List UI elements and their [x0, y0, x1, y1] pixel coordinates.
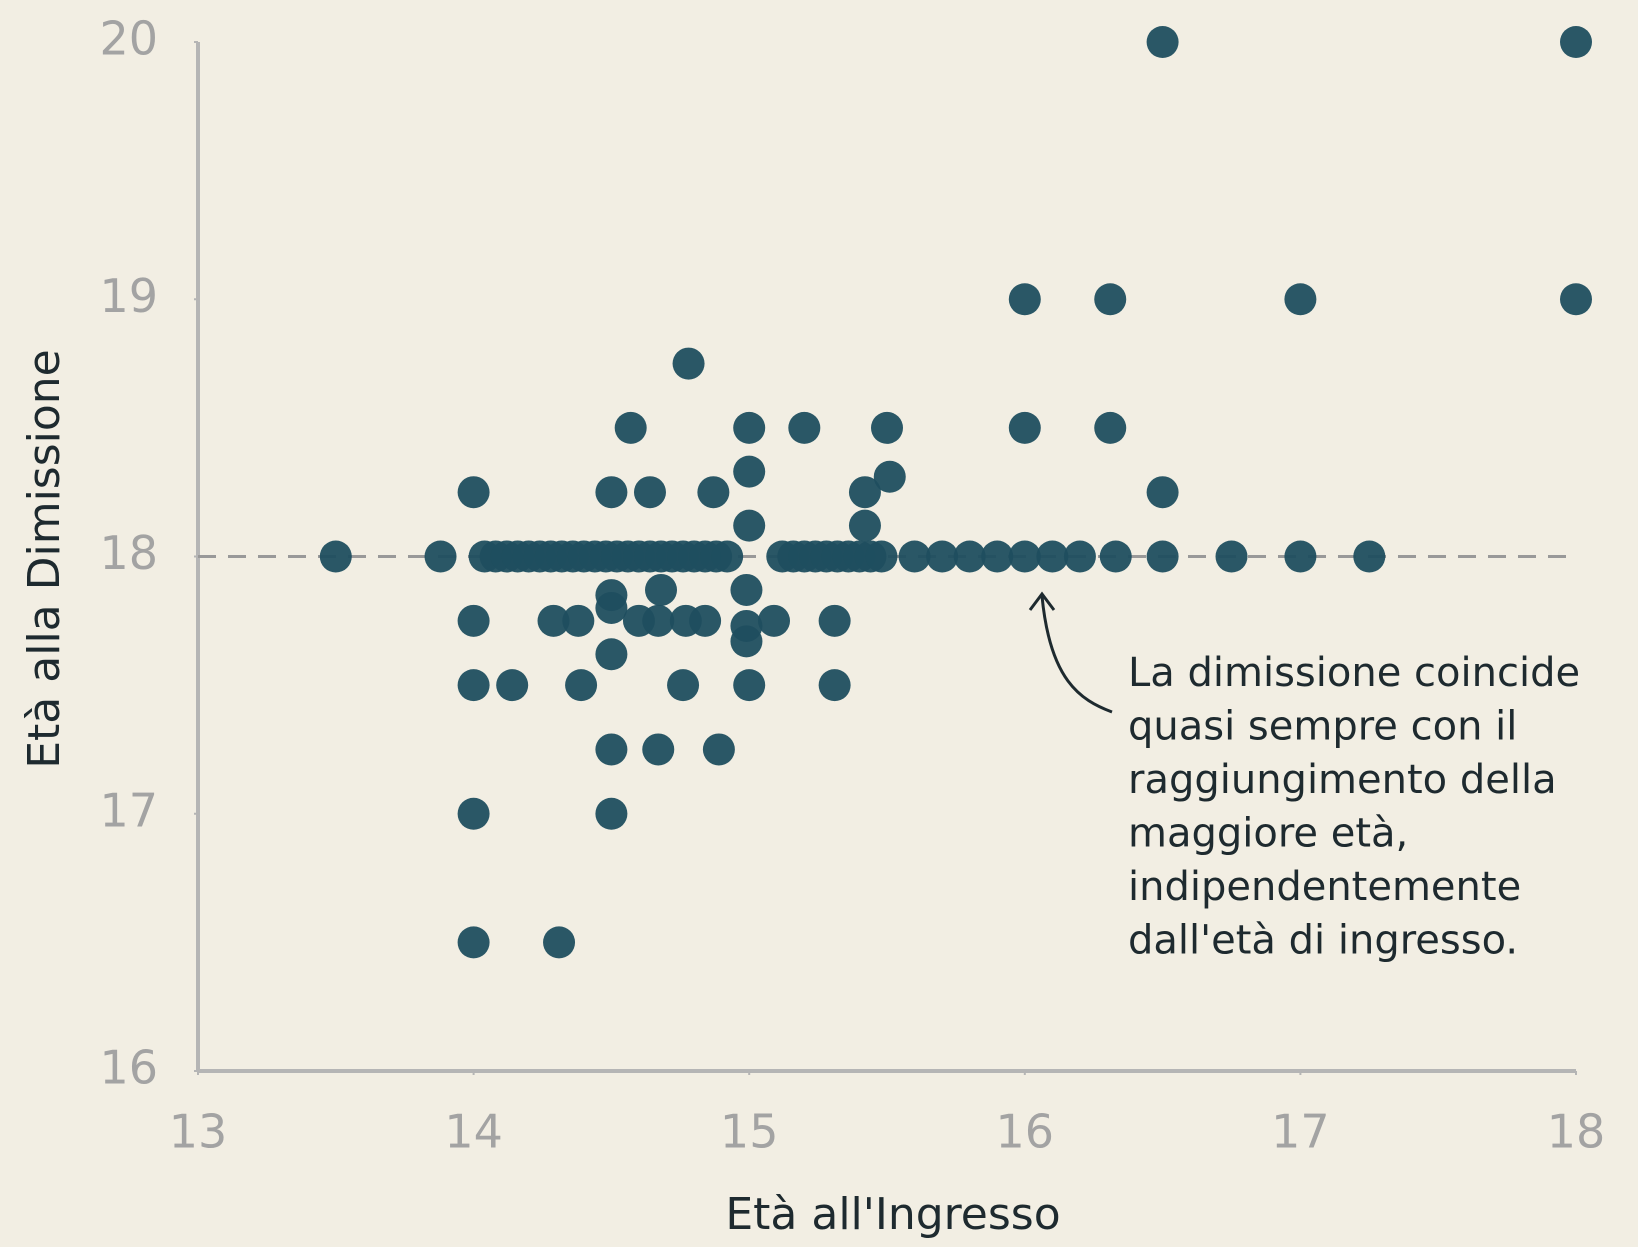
point [1284, 540, 1317, 573]
point [1353, 540, 1386, 573]
point [1560, 26, 1592, 58]
point [848, 476, 881, 509]
point [457, 604, 490, 637]
point [873, 460, 906, 493]
point [1560, 283, 1592, 316]
point [319, 540, 352, 573]
point [457, 476, 490, 509]
point [496, 669, 529, 702]
point [1284, 283, 1317, 316]
point [1094, 411, 1127, 444]
y-tick-label: 18 [99, 526, 158, 580]
annotation-arrowhead [1028, 591, 1056, 611]
point [733, 509, 766, 542]
x-tick-label: 14 [444, 1105, 503, 1159]
point [697, 476, 730, 509]
point [865, 540, 898, 573]
point [595, 476, 628, 509]
point [565, 669, 598, 702]
point [818, 604, 851, 637]
annotation-arrow [1040, 595, 1113, 714]
point [733, 411, 766, 444]
point [667, 669, 700, 702]
point [457, 669, 490, 702]
point [1063, 540, 1096, 573]
point [633, 476, 666, 509]
point [457, 797, 490, 830]
point [689, 604, 722, 637]
point [595, 591, 628, 624]
y-tick-label: 17 [99, 783, 158, 837]
point [595, 733, 628, 766]
point [562, 604, 595, 637]
point [871, 411, 903, 444]
point [818, 669, 851, 702]
y-axis-label: Età alla Dimissione [19, 349, 70, 769]
annotation-line: quasi sempre con il [1128, 704, 1517, 750]
point [711, 540, 744, 573]
y-tick-label: 20 [99, 12, 158, 66]
point [457, 926, 490, 959]
y-tick-label: 19 [99, 269, 158, 323]
point [1008, 411, 1041, 444]
annotation-line: dall'età di ingresso. [1128, 918, 1518, 964]
point [733, 455, 766, 488]
point [1146, 540, 1179, 573]
point [758, 604, 791, 637]
y-tick-label: 16 [99, 1041, 158, 1095]
point [537, 604, 570, 637]
point [730, 573, 763, 606]
point [1008, 283, 1041, 316]
point [848, 509, 881, 542]
point [424, 540, 457, 573]
annotation-line: raggiungimento della [1128, 757, 1557, 803]
x-tick-label: 18 [1547, 1105, 1606, 1159]
point [645, 573, 678, 606]
point [614, 411, 647, 444]
point [926, 540, 959, 573]
x-axis-label: Età all'Ingresso [725, 1189, 1060, 1240]
point [1146, 26, 1179, 58]
x-tick-label: 16 [996, 1105, 1055, 1159]
x-tick-label: 15 [720, 1105, 779, 1159]
point [1215, 540, 1248, 573]
x-tick-label: 13 [169, 1105, 228, 1159]
point [1036, 540, 1069, 573]
point [1099, 540, 1132, 573]
annotation-line: La dimissione coincide [1128, 650, 1580, 696]
point [595, 638, 628, 671]
point [672, 347, 705, 380]
point [1146, 476, 1179, 509]
point [642, 733, 675, 766]
point [953, 540, 986, 573]
point [543, 926, 576, 959]
x-tick-label: 17 [1271, 1105, 1330, 1159]
point [898, 540, 931, 573]
point [702, 733, 735, 766]
point [788, 411, 821, 444]
annotation-line: maggiore età, [1128, 811, 1408, 857]
point [1008, 540, 1041, 573]
point [1094, 283, 1127, 316]
annotation-line: indipendentemente [1128, 864, 1521, 910]
point [595, 797, 628, 830]
point [733, 669, 766, 702]
point [642, 604, 675, 637]
point [730, 625, 763, 658]
point [981, 540, 1014, 573]
